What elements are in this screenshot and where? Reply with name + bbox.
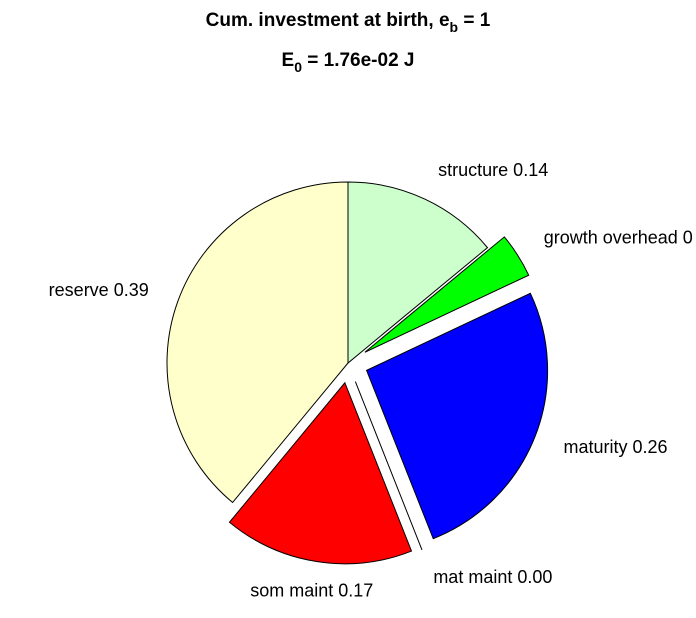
title-end: = 1: [458, 10, 491, 31]
pie-slice: [365, 292, 549, 540]
slice-label: structure 0.14: [438, 160, 548, 180]
pie-slice: [228, 381, 413, 565]
slice-label: som maint 0.17: [250, 581, 373, 601]
pie-slice: [354, 381, 423, 551]
title-main: Cum. investment at birth, e: [206, 10, 450, 31]
subtitle-main: E: [282, 50, 295, 71]
slice-label: maturity 0.26: [563, 437, 667, 457]
pie-slice: [347, 181, 489, 365]
slice-label: mat maint 0.00: [433, 567, 552, 587]
pie-slice: [166, 181, 349, 504]
chart-title: Cum. investment at birth, eb = 1: [206, 10, 491, 35]
pie-slice: [364, 236, 530, 353]
chart-subtitle: E0 = 1.76e-02 J: [282, 50, 415, 75]
slice-label: reserve 0.39: [49, 280, 149, 300]
subtitle-end: = 1.76e-02 J: [302, 50, 415, 71]
subtitle-sub: 0: [294, 59, 302, 75]
slice-label: growth overhead 0: [544, 228, 693, 248]
title-sub: b: [450, 19, 459, 35]
